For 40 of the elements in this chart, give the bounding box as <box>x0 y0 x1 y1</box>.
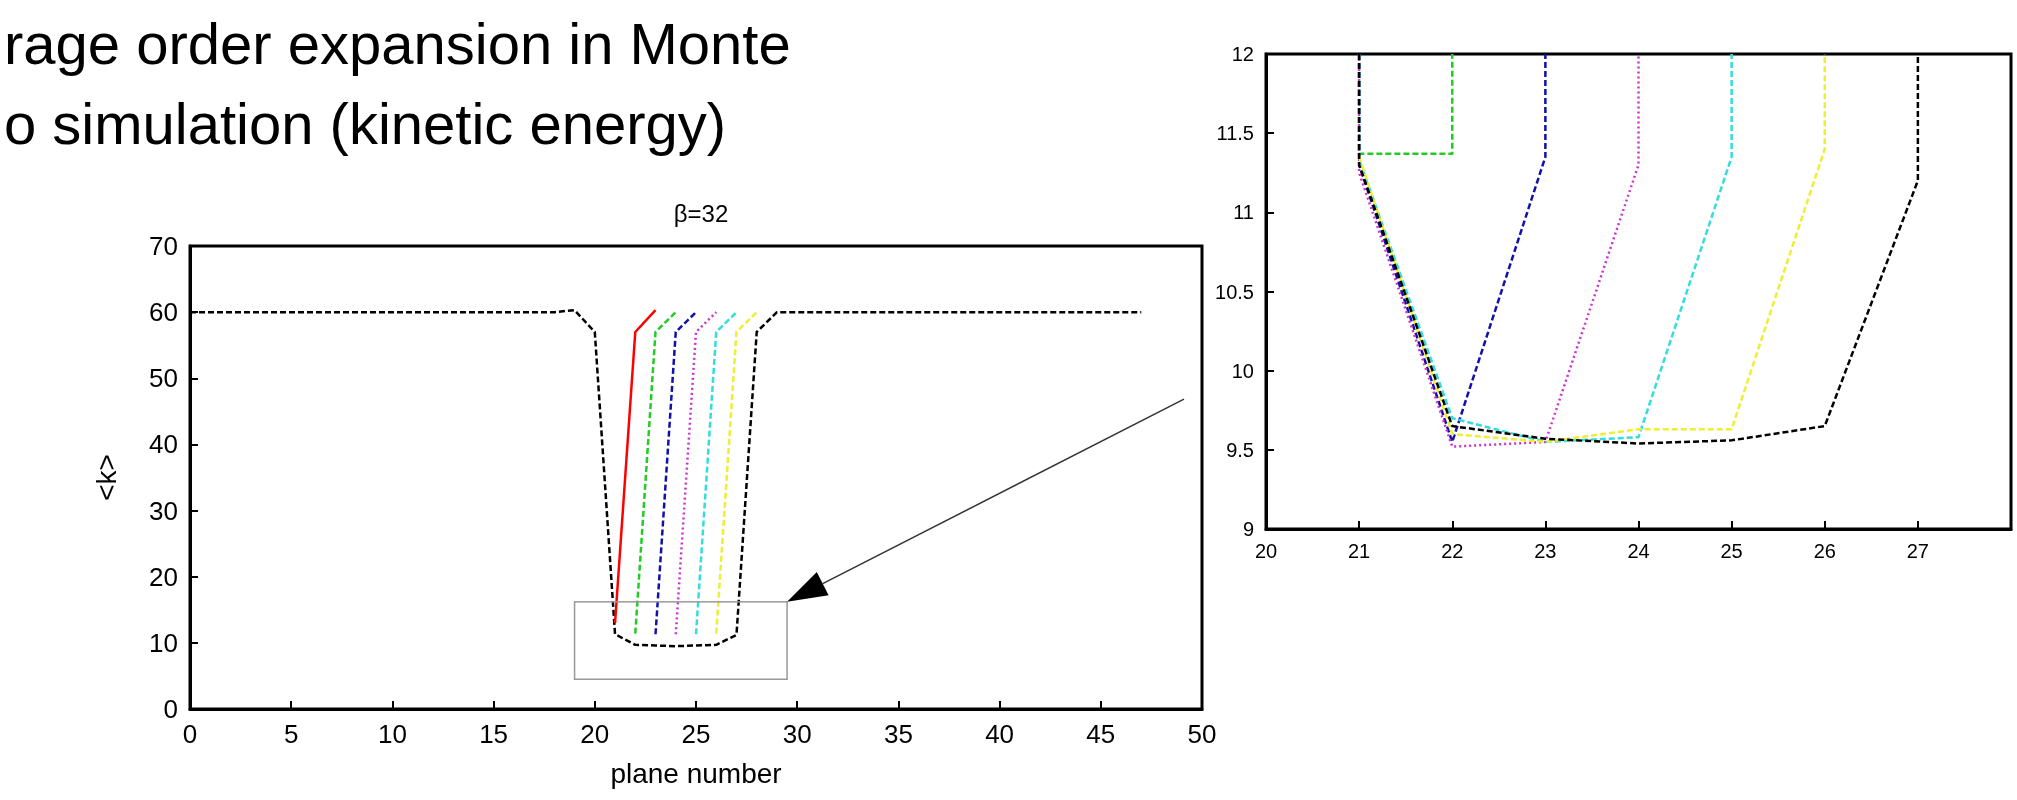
x-tick-label: 21 <box>1348 540 1371 562</box>
x-tick-label: 40 <box>985 719 1015 749</box>
x-tick-label: 24 <box>1627 540 1650 562</box>
x-tick-label: 27 <box>1906 540 1929 562</box>
x-tick-label: 22 <box>1441 540 1464 562</box>
x-axis-title: plane number <box>610 757 782 789</box>
y-tick-label: 60 <box>149 297 178 328</box>
y-tick-label: 9.5 <box>1226 438 1254 461</box>
y-tick-label: 50 <box>149 363 178 394</box>
x-tick-label: 50 <box>1187 719 1217 749</box>
x-tick-label: 45 <box>1086 719 1116 749</box>
x-tick-label: 20 <box>580 719 610 749</box>
y-tick-label: 11.5 <box>1216 122 1254 145</box>
x-tick-label: 30 <box>782 719 812 749</box>
y-tick-label: 70 <box>149 231 178 261</box>
x-tick-label: 23 <box>1534 540 1557 562</box>
y-tick-label: 10.5 <box>1215 280 1254 303</box>
y-tick-label: 0 <box>163 694 178 724</box>
x-tick-label: 26 <box>1813 540 1836 562</box>
y-tick-label: 10 <box>1231 359 1254 382</box>
y-tick-label: 30 <box>149 495 178 526</box>
chart-title: β=32 <box>673 199 729 227</box>
x-tick-label: 25 <box>681 719 711 749</box>
y-tick-label: 20 <box>149 561 178 592</box>
y-tick-label: 9 <box>1242 518 1254 540</box>
y-tick-label: 40 <box>149 429 178 460</box>
text: rage order expansion in Monte <box>4 10 791 78</box>
y-axis-title: <k> <box>90 454 122 501</box>
x-tick-label: 0 <box>182 719 198 749</box>
text: o simulation (kinetic energy) <box>4 90 728 158</box>
x-tick-label: 35 <box>883 719 913 749</box>
y-tick-label: 11 <box>1233 201 1254 224</box>
y-tick-label: 12 <box>1231 43 1254 65</box>
y-tick-label: 10 <box>149 627 178 658</box>
x-tick-label: 15 <box>479 719 509 749</box>
x-tick-label: 25 <box>1720 540 1743 562</box>
x-tick-label: 20 <box>1254 540 1278 562</box>
line-series <box>1357 52 1733 444</box>
x-tick-label: 10 <box>377 719 407 749</box>
x-tick-label: 5 <box>283 719 299 749</box>
